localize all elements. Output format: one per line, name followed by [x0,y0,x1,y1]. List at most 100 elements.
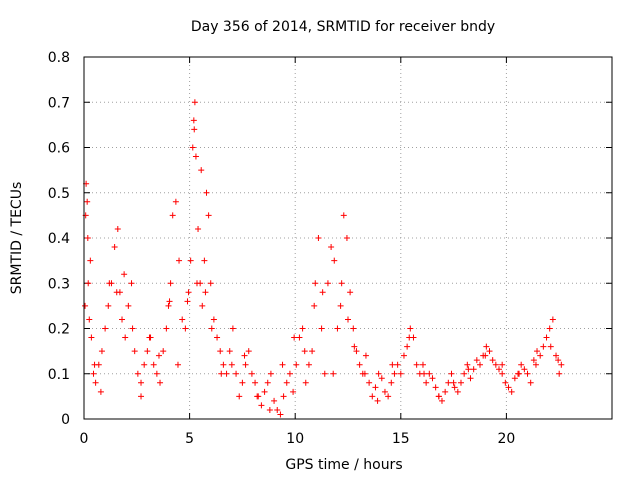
data-point [319,289,326,296]
data-point [218,370,225,377]
data-point [88,334,95,341]
data-point [389,361,396,368]
data-point [191,99,198,106]
data-point [138,379,145,386]
data-point [448,370,455,377]
data-point [465,366,472,373]
data-point [400,352,407,359]
data-point [236,393,243,400]
data-point [516,370,523,377]
data-point [445,379,452,386]
data-point [134,370,141,377]
data-point [330,370,337,377]
data-point [338,280,345,287]
data-point [530,357,537,364]
data-point [429,375,436,382]
data-point [205,212,212,219]
data-point [524,370,531,377]
data-point [226,348,233,355]
data-point [343,235,350,241]
data-series [82,99,565,418]
data-point [82,302,89,309]
data-point [121,271,128,278]
data-point [385,393,392,400]
data-point [229,325,236,332]
chart-title: Day 356 of 2014, SRMTID for receiver bnd… [191,19,495,35]
data-point [267,370,274,377]
x-tick-label: 20 [497,431,515,447]
data-point [381,388,388,395]
data-point [184,298,191,305]
data-point [482,352,489,359]
data-point [362,352,369,359]
data-point [274,406,281,413]
data-point [283,379,290,386]
data-point [131,348,138,355]
data-point [302,379,309,386]
data-point [305,361,312,368]
data-point [254,393,261,400]
data-point [388,379,395,386]
y-tick-label: 0.4 [48,231,70,247]
data-point [438,397,445,404]
data-point [556,370,563,377]
data-point [549,316,556,323]
data-point [199,302,206,309]
data-point [141,361,148,368]
data-point [309,348,316,355]
data-point [394,361,401,368]
data-point [160,348,167,355]
data-point [366,379,373,386]
data-point [318,325,325,332]
data-point [138,393,145,400]
data-point [483,343,490,350]
data-point [119,316,126,323]
data-point [86,316,93,323]
data-point [461,370,468,377]
x-axis-label: GPS time / hours [285,457,402,473]
data-point [150,361,157,368]
data-point [248,370,255,377]
data-point [169,212,176,219]
data-point [454,388,461,395]
data-point [187,257,194,264]
data-point [90,370,97,377]
data-point [98,348,105,355]
data-point [511,375,518,382]
data-point [176,257,183,264]
y-axis-label: SRMTID / TECUs [9,182,25,295]
data-point [179,316,186,323]
data-point [312,280,319,287]
data-point [499,370,506,377]
y-tick-label: 0.8 [48,50,70,66]
data-point [279,361,286,368]
y-tick-label: 0.1 [48,367,70,383]
data-point [185,289,192,296]
data-point [432,384,439,391]
data-point [129,325,136,332]
data-point [457,379,464,386]
data-point [413,361,420,368]
data-point [391,370,398,377]
data-point [337,302,344,309]
data-point [293,361,300,368]
data-point [375,370,382,377]
data-point [157,379,164,386]
data-point [404,343,411,350]
data-point [334,325,341,332]
data-point [301,348,308,355]
data-point [315,235,322,241]
data-point [264,379,271,386]
data-point [172,198,179,205]
data-point [555,357,562,364]
data-point [84,235,91,241]
data-point [286,370,293,377]
data-point [163,325,170,332]
data-point [321,370,328,377]
y-tick-label: 0.2 [48,322,70,338]
data-point [125,302,132,309]
data-point [113,289,120,296]
data-point [190,117,197,124]
